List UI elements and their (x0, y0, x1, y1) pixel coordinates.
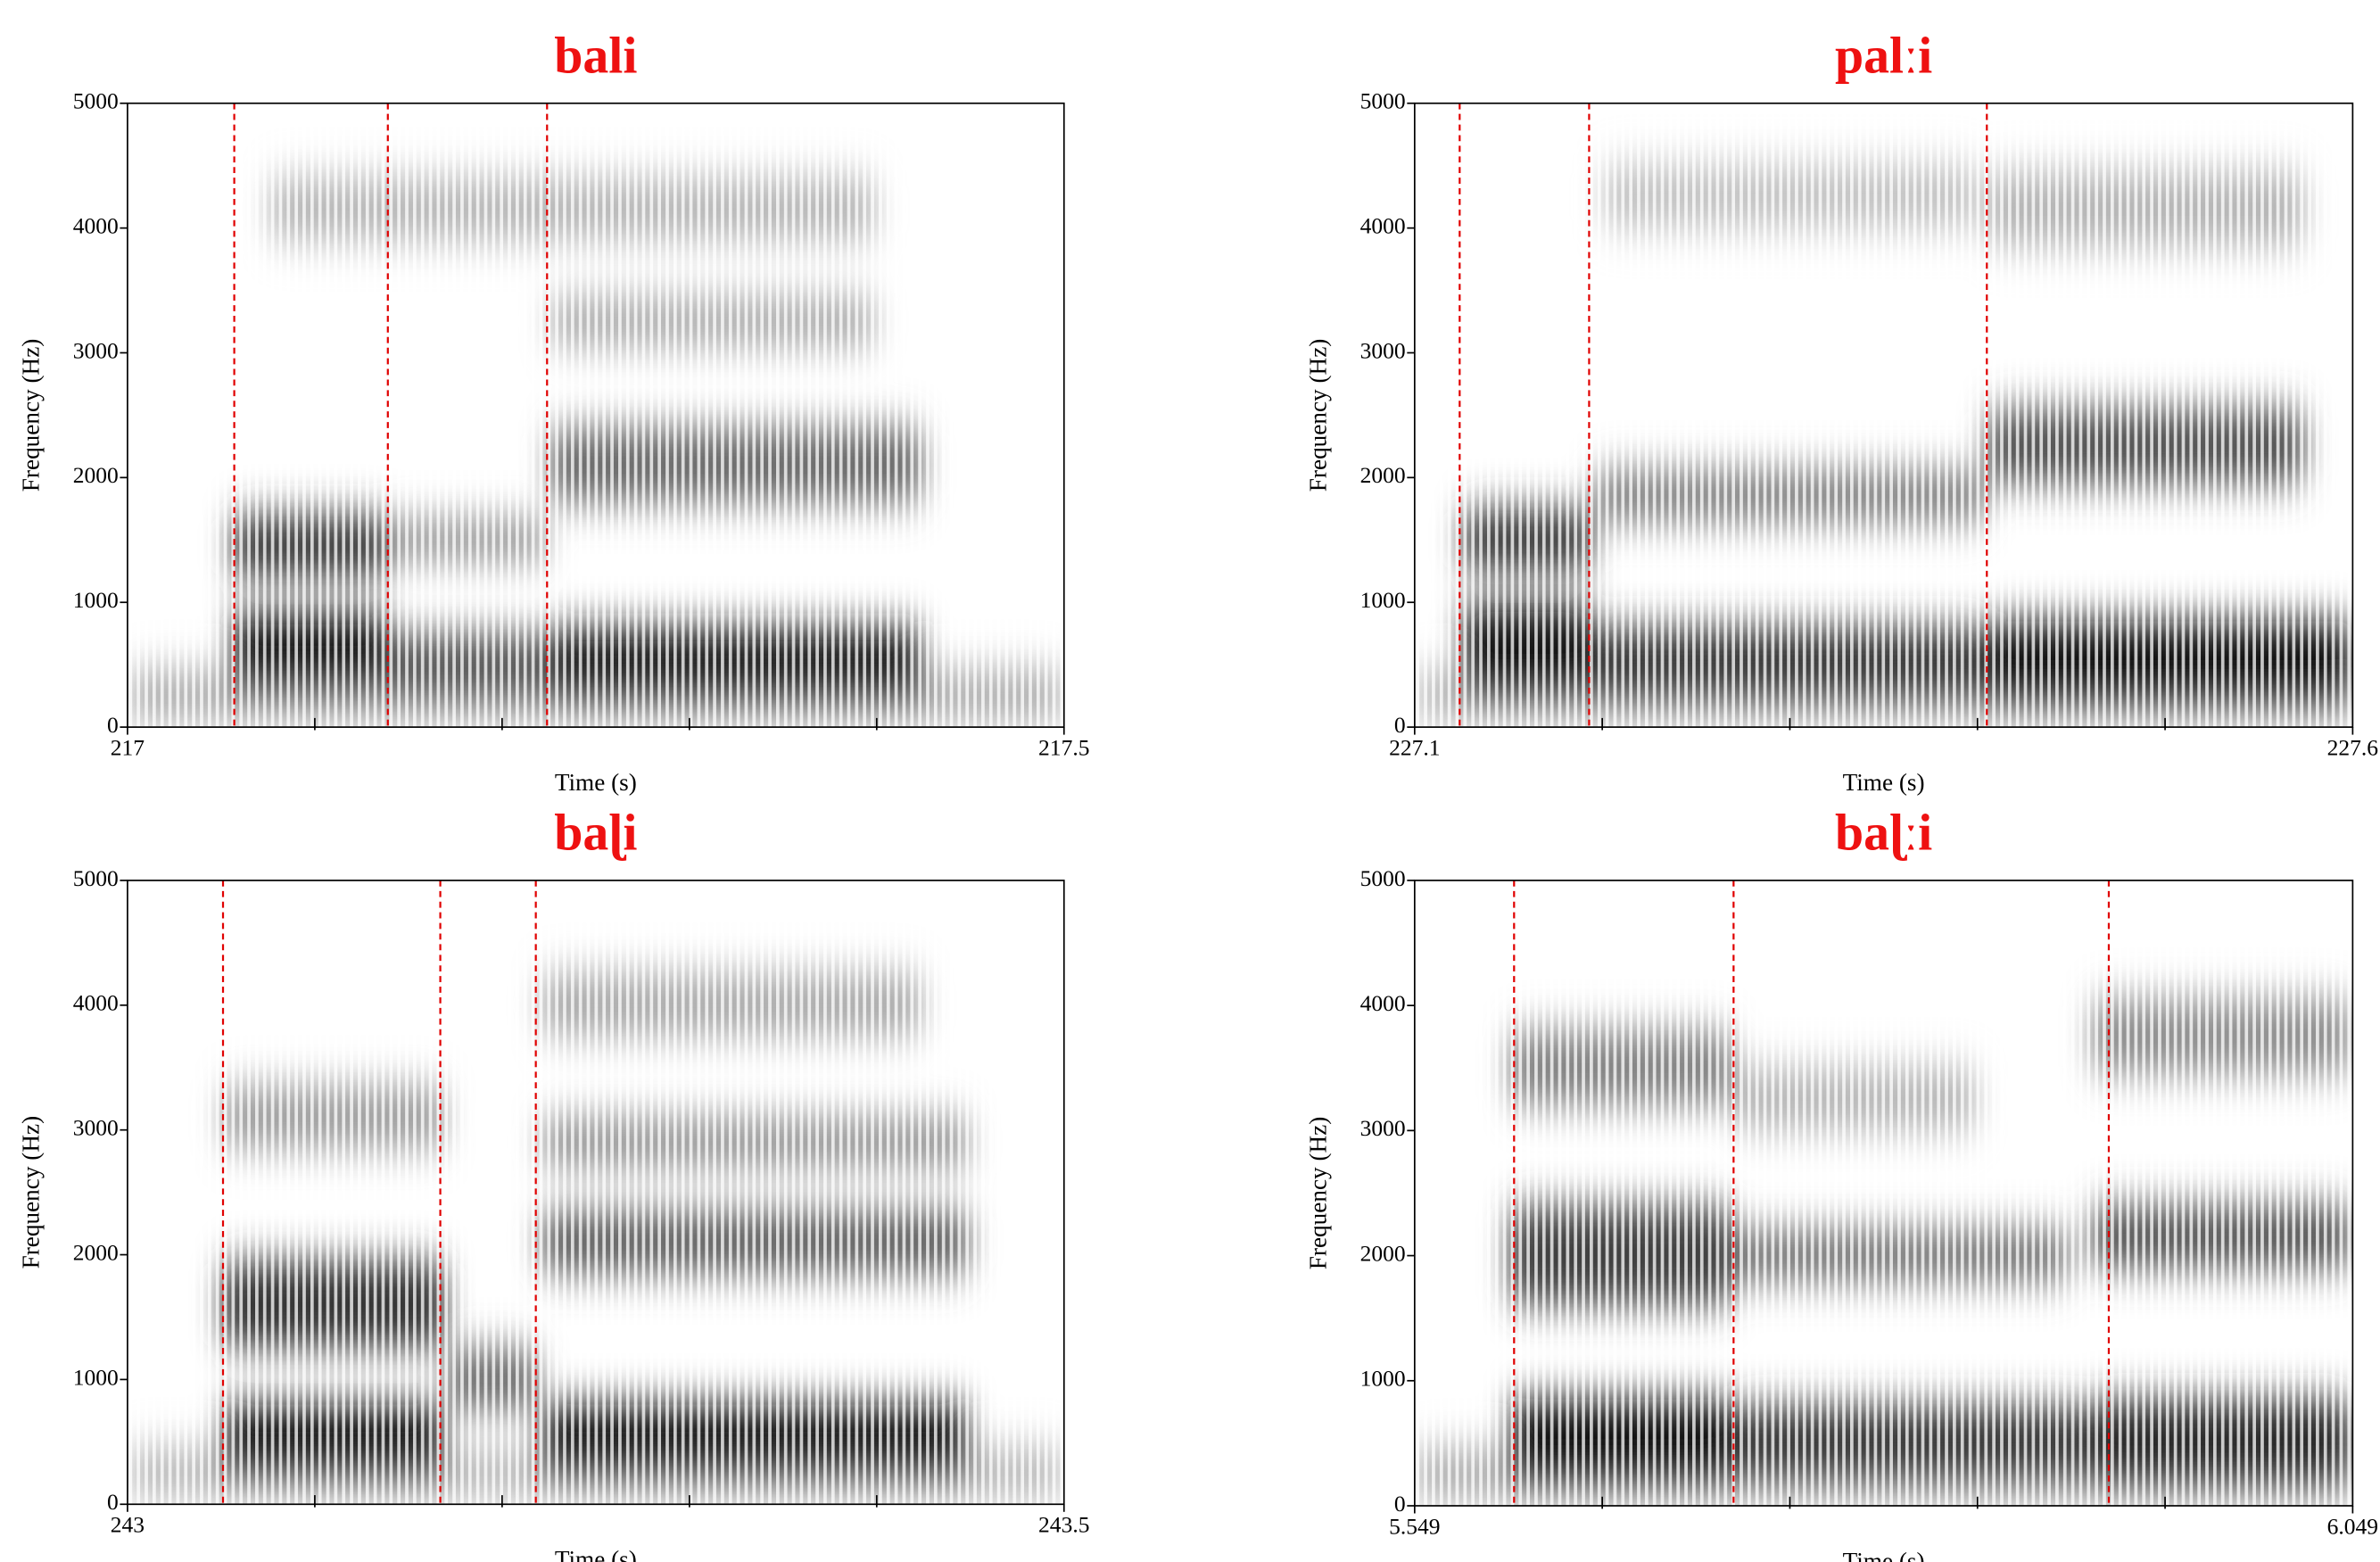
y-tick-label: 4000 (73, 212, 119, 238)
y-tick-label: 3000 (73, 337, 119, 363)
formant-band (1508, 1030, 1734, 1106)
x-axis-label: Time (s) (555, 1546, 637, 1562)
x-tick-label: 227.1 (1389, 734, 1440, 760)
formant-band (1508, 1399, 1734, 1487)
y-axis-label: Frequency (Hz) (1305, 1117, 1332, 1270)
formant-band (220, 1404, 446, 1480)
spectrogram-panel: baɭːi 0 1000 2000 3000 4000 5000 5.549 6.049 Time… (1305, 804, 2379, 1562)
formant-band (1987, 409, 2306, 484)
y-tick-label: 2000 (1360, 462, 1406, 488)
plot-frame (127, 102, 1065, 728)
x-tick-label: 217.5 (1038, 734, 1089, 760)
y-tick-label: 5000 (1360, 88, 1406, 114)
formant-band (1733, 1230, 2071, 1281)
y-axis-label: Frequency (Hz) (18, 339, 45, 492)
formant-band (220, 1086, 446, 1149)
y-tick-label: 1000 (73, 587, 119, 613)
x-axis-label: Time (s) (1843, 769, 1925, 796)
y-tick-label: 0 (107, 712, 119, 738)
spectrogram-image (1414, 880, 2353, 1506)
x-axis-label: Time (s) (555, 769, 637, 796)
y-tick-label: 1000 (73, 1364, 119, 1390)
y-tick-label: 3000 (1360, 337, 1406, 363)
spectrogram-panel: bali 0 1000 2000 3000 4000 5000 217 217.5 Time (s… (18, 26, 1090, 796)
y-tick-label: 4000 (1360, 212, 1406, 238)
y-tick-label: 0 (1394, 1491, 1406, 1517)
y-tick-label: 0 (1394, 712, 1406, 738)
panel-title: baɭi (554, 804, 637, 862)
y-tick-label: 1000 (1360, 587, 1406, 613)
y-tick-label: 2000 (73, 462, 119, 488)
spectrogram-image (1414, 103, 2353, 728)
y-tick-label: 5000 (73, 88, 119, 114)
y-tick-label: 3000 (73, 1115, 119, 1141)
y-tick-label: 4000 (73, 990, 119, 1016)
x-tick-label: 243 (111, 1512, 145, 1538)
panel-title: palːi (1835, 26, 1932, 84)
x-tick-label: 6.049 (2327, 1513, 2378, 1539)
y-tick-label: 5000 (1360, 865, 1406, 891)
formant-band (220, 1260, 446, 1349)
spectrogram-panel: palːi 0 1000 2000 3000 4000 5000 227.1 227.6 Time… (1305, 26, 2379, 796)
y-tick-label: 3000 (1360, 1115, 1406, 1141)
y-tick-label: 1000 (1360, 1366, 1406, 1392)
x-tick-label: 5.549 (1389, 1513, 1440, 1539)
spectrogram-image (127, 103, 1064, 728)
plot-frame (127, 880, 1065, 1506)
panel-title: baɭːi (1835, 804, 1932, 862)
formant-band (1733, 1068, 1978, 1131)
spectrogram-panel: baɭi 0 1000 2000 3000 4000 5000 243 243.5 Time (s… (18, 804, 1090, 1562)
x-tick-label: 243.5 (1038, 1512, 1089, 1538)
y-axis-label: Frequency (Hz) (1305, 339, 1332, 492)
x-tick-label: 227.6 (2327, 734, 2378, 760)
x-tick-label: 217 (111, 734, 145, 760)
y-tick-label: 5000 (73, 865, 119, 891)
y-axis-label: Frequency (Hz) (18, 1116, 45, 1269)
y-tick-label: 2000 (73, 1239, 119, 1265)
formant-band (1508, 1205, 1734, 1306)
plot-frame (1413, 102, 2354, 728)
y-tick-label: 0 (107, 1489, 119, 1515)
panel-title: bali (554, 26, 637, 84)
y-tick-label: 4000 (1360, 990, 1406, 1016)
formant-band (549, 296, 877, 347)
y-tick-label: 2000 (1360, 1240, 1406, 1266)
plot-frame (1413, 880, 2354, 1507)
formant-band (1987, 171, 2306, 247)
x-axis-label: Time (s) (1843, 1548, 1925, 1562)
spectrogram-image (127, 880, 1064, 1505)
